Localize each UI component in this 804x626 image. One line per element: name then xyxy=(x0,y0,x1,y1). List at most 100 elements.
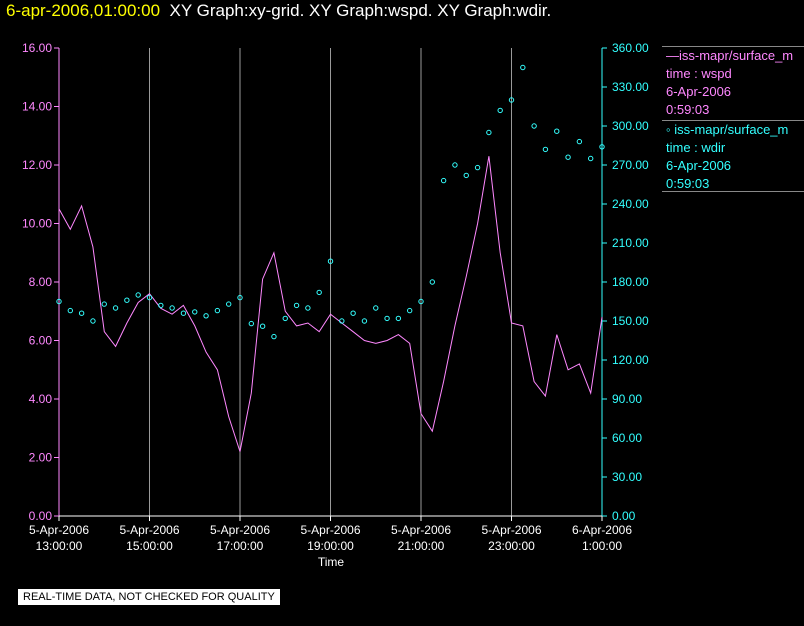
right-axis: 0.00 30.00 60.00 90.00 120.00 150.00 180.00 210… xyxy=(601,41,649,523)
wdir-point xyxy=(327,258,334,264)
wdir-point xyxy=(203,313,209,319)
x-tick-label-date: 5-Apr-2006 xyxy=(391,523,451,537)
x-tick-label-date: 5-Apr-2006 xyxy=(119,523,179,537)
right-tick-label: 180.00 xyxy=(612,275,649,289)
right-tick-label: 120.00 xyxy=(612,353,649,367)
wdir-point xyxy=(101,301,107,307)
right-tick-label: 240.00 xyxy=(612,197,649,211)
left-tick-label: 2.00 xyxy=(29,451,53,465)
wdir-point xyxy=(146,294,153,301)
legend-wdir-time: 0:59:03 xyxy=(666,176,710,191)
legend-wspd-date: 6-Apr-2006 xyxy=(666,84,732,99)
wdir-point xyxy=(293,302,300,309)
right-tick-label: 60.00 xyxy=(612,431,642,445)
left-axis: 0.00 2.00 4.00 6.00 8.00 10.00 12.00 14.00 16.00 xyxy=(22,41,60,523)
right-tick-label: 360.00 xyxy=(612,41,649,55)
wdir-point xyxy=(225,301,232,307)
x-axis-label: Time xyxy=(318,555,345,569)
wdir-point xyxy=(508,97,515,103)
wdir-point xyxy=(395,315,402,322)
wdir-point xyxy=(112,305,119,311)
x-tick-label-date: 6-Apr-2006 xyxy=(572,523,632,537)
left-tick-label: 10.00 xyxy=(22,217,52,231)
wdir-point xyxy=(282,315,288,322)
graph-titles: XY Graph:xy-grid. XY Graph:wspd. XY Grap… xyxy=(169,1,552,20)
wdir-point xyxy=(599,144,605,150)
wdir-point xyxy=(259,323,266,329)
right-tick-label: 330.00 xyxy=(612,80,649,94)
x-tick-label-time: 23:00:00 xyxy=(488,539,535,553)
quality-notice: REAL-TIME DATA, NOT CHECKED FOR QUALITY xyxy=(18,589,280,605)
x-tick-label-date: 5-Apr-2006 xyxy=(481,523,541,537)
wdir-point xyxy=(78,310,85,316)
wdir-point xyxy=(474,164,481,171)
timestamp: 6-apr-2006,01:00:00 xyxy=(6,1,161,20)
legend: —iss-mapr/surface_m time : wspd 6-Apr-20… xyxy=(662,46,804,192)
left-tick-label: 4.00 xyxy=(29,392,53,406)
wdir-point xyxy=(554,128,560,134)
wdir-point xyxy=(440,177,447,184)
wdir-point xyxy=(542,146,549,153)
wdir-point xyxy=(158,302,164,309)
wdir-point xyxy=(576,138,583,145)
right-tick-label: 90.00 xyxy=(612,392,642,406)
x-tick-label-time: 21:00:00 xyxy=(398,539,445,553)
left-tick-label: 8.00 xyxy=(29,275,53,289)
wdir-point xyxy=(305,305,311,311)
wspd-line xyxy=(58,156,603,452)
legend-wdir-field: time : wdir xyxy=(666,140,726,155)
wdir-point xyxy=(192,309,198,315)
right-tick-label: 270.00 xyxy=(612,158,649,172)
legend-wspd-time: 0:59:03 xyxy=(666,102,710,117)
wdir-point xyxy=(429,279,436,285)
legend-wdir-series: ◦ iss-mapr/surface_m xyxy=(666,122,789,137)
header: 6-apr-2006,01:00:00 XY Graph:xy-grid. XY… xyxy=(6,1,551,21)
x-axis: 5-Apr-2006 13:00:00 5-Apr-2006 15:00:00 5-Ap… xyxy=(29,515,632,553)
wdir-point xyxy=(486,129,492,136)
wdir-point xyxy=(67,307,74,314)
wdir-point xyxy=(463,172,469,179)
wdir-point xyxy=(56,298,62,305)
wdir-point xyxy=(497,107,503,114)
legend-wdir-date: 6-Apr-2006 xyxy=(666,158,732,173)
wdir-point xyxy=(520,64,526,71)
left-tick-label: 16.00 xyxy=(22,41,52,55)
left-tick-label: 6.00 xyxy=(29,334,53,348)
left-tick-label: 14.00 xyxy=(22,100,52,114)
series-layer xyxy=(56,64,605,452)
x-tick-label-time: 13:00:00 xyxy=(36,539,83,553)
wdir-point xyxy=(271,333,277,340)
wdir-point xyxy=(237,294,243,301)
x-tick-label-time: 15:00:00 xyxy=(126,539,173,553)
wdir-point xyxy=(214,307,221,314)
wdir-point xyxy=(452,162,458,168)
legend-wspd-field: time : wspd xyxy=(666,66,732,81)
x-tick-label-date: 5-Apr-2006 xyxy=(210,523,270,537)
wdir-point xyxy=(565,154,571,160)
wdir-point xyxy=(180,310,187,316)
right-tick-label: 30.00 xyxy=(612,470,642,484)
wdir-point xyxy=(418,298,424,305)
left-tick-label: 0.00 xyxy=(29,509,53,523)
legend-wspd-series: —iss-mapr/surface_m xyxy=(666,48,794,63)
grid xyxy=(58,48,603,516)
left-tick-label: 12.00 xyxy=(22,158,52,172)
wdir-point xyxy=(373,305,379,311)
wdir-point xyxy=(361,318,368,324)
x-tick-label-date: 5-Apr-2006 xyxy=(29,523,89,537)
wdir-point xyxy=(531,123,537,129)
right-tick-label: 300.00 xyxy=(612,119,649,133)
right-tick-label: 150.00 xyxy=(612,314,649,328)
wdir-point xyxy=(316,289,322,296)
x-tick-label-date: 5-Apr-2006 xyxy=(300,523,360,537)
wdir-point xyxy=(384,315,390,322)
right-tick-label: 210.00 xyxy=(612,236,649,250)
wdir-point xyxy=(587,155,594,162)
wdir-point xyxy=(248,320,255,327)
x-tick-label-time: 17:00:00 xyxy=(217,539,264,553)
x-tick-label-time: 19:00:00 xyxy=(307,539,354,553)
wdir-point xyxy=(169,305,175,311)
wdir-point xyxy=(124,297,130,303)
wdir-point xyxy=(90,318,96,324)
